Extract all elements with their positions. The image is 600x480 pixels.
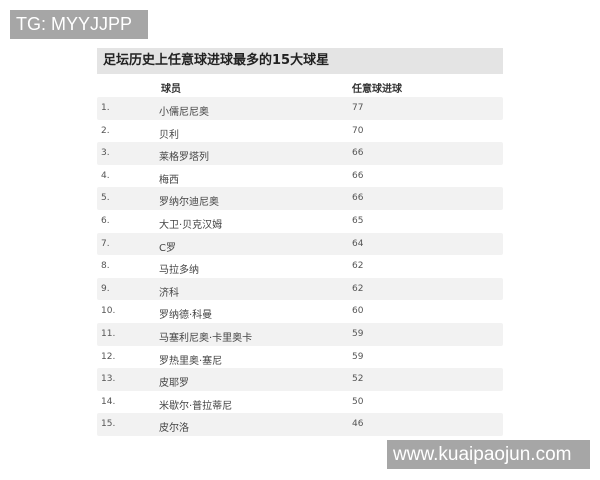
goals-cell: 64 (352, 238, 364, 249)
table-row: 13. 皮耶罗 52 (97, 368, 503, 391)
player-cell: 米歇尔·普拉蒂尼 (159, 400, 233, 412)
rank-cell: 6. (101, 215, 110, 226)
header-goals: 任意球进球 (352, 84, 402, 95)
player-cell: 莱格罗塔列 (159, 152, 209, 164)
watermark-telegram: TG: MYYJJPP (10, 10, 148, 39)
rank-cell: 15. (101, 419, 116, 430)
header-player: 球员 (161, 84, 181, 95)
table-row: 11. 马塞利尼奥·卡里奥卡 59 (97, 322, 503, 346)
table-row: 7. C罗 64 (97, 232, 503, 256)
table-row: 12. 罗热里奥·塞尼 59 (97, 346, 503, 369)
goals-cell: 59 (352, 351, 364, 362)
table-row: 8. 马拉多纳 62 (97, 255, 503, 278)
table-title: 足坛历史上任意球进球最多的15大球星 (97, 48, 503, 74)
goals-cell: 60 (352, 306, 364, 317)
player-cell: 大卫·贝克汉姆 (159, 219, 223, 231)
player-cell: 小儒尼尼奥 (159, 107, 209, 118)
rank-cell: 1. (101, 103, 110, 113)
table-row: 9. 济科 62 (97, 277, 503, 301)
watermark-website: www.kuaipaojun.com (387, 440, 590, 469)
goals-cell: 62 (352, 283, 364, 294)
rank-cell: 14. (101, 396, 116, 407)
player-cell: 罗纳德·科曼 (159, 310, 213, 322)
rank-cell: 12. (101, 351, 116, 362)
table-body: 1. 小儒尼尼奥 77 2. 贝利 70 3. 莱格罗塔列 66 4. 梅西 66 5. 罗纳尔迪尼奥 66… (97, 97, 503, 436)
free-kick-goals-table: 足坛历史上任意球进球最多的15大球星 球员 任意球进球 1. 小儒尼尼奥 77 2. 贝… (97, 48, 503, 436)
goals-cell: 70 (352, 125, 364, 136)
table-row: 14. 米歇尔·普拉蒂尼 50 (97, 391, 503, 414)
player-cell: C罗 (159, 242, 176, 254)
goals-cell: 65 (352, 215, 364, 226)
table-row: 10. 罗纳德·科曼 60 (97, 300, 503, 323)
player-cell: 贝利 (159, 129, 179, 141)
goals-cell: 66 (352, 193, 364, 204)
goals-cell: 66 (352, 170, 364, 181)
goals-cell: 66 (352, 148, 364, 159)
rank-cell: 7. (101, 238, 110, 249)
table-row: 4. 梅西 66 (97, 165, 503, 188)
goals-cell: 62 (352, 261, 364, 272)
rank-cell: 3. (101, 148, 110, 159)
table-row: 3. 莱格罗塔列 66 (97, 142, 503, 165)
table-header-row: 球员 任意球进球 (97, 74, 503, 97)
goals-cell: 77 (352, 103, 364, 113)
rank-cell: 10. (101, 306, 116, 317)
player-cell: 罗热里奥·塞尼 (159, 355, 223, 367)
table-row: 1. 小儒尼尼奥 77 (97, 97, 503, 120)
rank-cell: 11. (101, 328, 116, 339)
goals-cell: 46 (352, 419, 364, 430)
player-cell: 马拉多纳 (159, 265, 199, 277)
goals-cell: 59 (352, 328, 364, 339)
rank-cell: 2. (101, 125, 110, 136)
table-row: 6. 大卫·贝克汉姆 65 (97, 210, 503, 233)
rank-cell: 9. (101, 283, 110, 294)
player-cell: 济科 (159, 287, 179, 299)
table-row: 2. 贝利 70 (97, 120, 503, 143)
player-cell: 罗纳尔迪尼奥 (159, 197, 219, 209)
player-cell: 皮尔洛 (159, 423, 189, 435)
goals-cell: 52 (352, 374, 364, 385)
player-cell: 梅西 (159, 174, 179, 186)
player-cell: 皮耶罗 (159, 378, 189, 390)
rank-cell: 4. (101, 170, 110, 181)
rank-cell: 13. (101, 374, 116, 385)
rank-cell: 5. (101, 193, 110, 204)
player-cell: 马塞利尼奥·卡里奥卡 (159, 332, 253, 344)
table-row: 15. 皮尔洛 46 (97, 413, 503, 436)
table-row: 5. 罗纳尔迪尼奥 66 (97, 187, 503, 210)
rank-cell: 8. (101, 261, 110, 272)
goals-cell: 50 (352, 396, 364, 407)
